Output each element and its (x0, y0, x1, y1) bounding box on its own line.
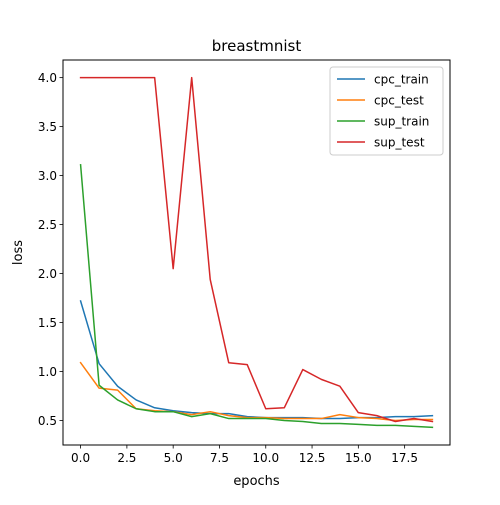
legend-label-sup-train: sup_train (374, 114, 429, 128)
y-tick-label: 3.5 (38, 120, 57, 134)
x-tick-label: 17.5 (391, 451, 418, 465)
chart-title: breastmnist (212, 37, 302, 55)
legend-items: cpc_train cpc_test sup_train sup_test (337, 72, 429, 149)
x-tick-label: 12.5 (299, 451, 326, 465)
series-layer (79, 76, 434, 429)
legend-label-cpc-train: cpc_train (374, 72, 429, 86)
x-tick-label: 15.0 (345, 451, 372, 465)
legend-label-cpc-test: cpc_test (374, 93, 424, 107)
x-axis-ticks: 0.0 2.5 5.0 7.5 10.0 12.5 15.0 17.5 (71, 445, 418, 465)
plot-frame (62, 59, 451, 446)
y-tick-label: 2.5 (38, 218, 57, 232)
x-tick-label: 0.0 (71, 451, 90, 465)
y-axis-label: loss (11, 240, 26, 265)
y-tick-label: 1.5 (38, 316, 57, 330)
y-axis-ticks: 0.5 1.0 1.5 2.0 2.5 3.0 3.5 4.0 (38, 71, 63, 428)
x-tick-label: 5.0 (164, 451, 183, 465)
legend-box (329, 66, 444, 156)
x-tick-label: 7.5 (210, 451, 229, 465)
x-axis-label: epochs (233, 474, 280, 489)
y-tick-label: 4.0 (38, 71, 57, 85)
y-tick-label: 3.0 (38, 169, 57, 183)
y-tick-label: 0.5 (38, 414, 57, 428)
legend: cpc_train cpc_test sup_train sup_test (329, 66, 444, 156)
x-tick-label: 10.0 (252, 451, 279, 465)
series-line-sup-train (79, 164, 434, 429)
y-tick-label: 1.0 (38, 365, 57, 379)
x-tick-label: 2.5 (117, 451, 136, 465)
y-tick-label: 2.0 (38, 267, 57, 281)
series-line-sup-test (79, 76, 434, 423)
legend-label-sup-test: sup_test (374, 135, 425, 149)
